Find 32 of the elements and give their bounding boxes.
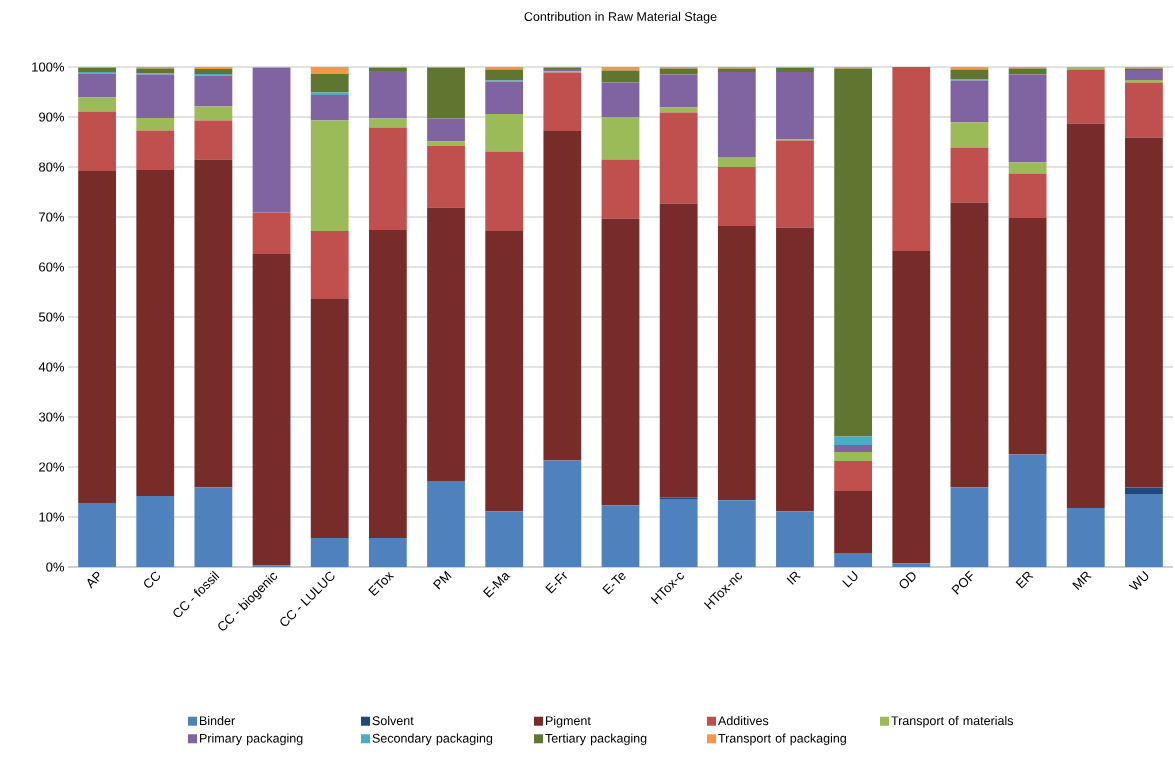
y-tick-label: 90% (39, 112, 65, 122)
legend-label: Transport of packaging (718, 733, 846, 746)
y-tick-label: 100% (32, 62, 65, 72)
x-tick-label: E-Te (602, 573, 626, 595)
x-tick-label: WU (1128, 570, 1149, 590)
y-tick-label: 0% (46, 562, 65, 572)
x-tick-label: PM (433, 570, 452, 590)
x-tick-label: OD (899, 572, 916, 589)
y-tick-label: 50% (38, 312, 65, 322)
y-tick-label: 10% (39, 512, 65, 522)
y-tick-label: 40% (38, 362, 65, 372)
legend-label: Primary packaging (200, 733, 303, 746)
x-tick-label: ER (1015, 571, 1034, 589)
legend-label: Binder (200, 715, 235, 726)
x-tick-label: E-Fr (545, 571, 568, 594)
legend-label: Tertiary packaging (545, 733, 647, 746)
legend-label: Secondary packaging (372, 733, 493, 746)
y-tick-label: 70% (39, 212, 65, 222)
x-tick-label: AP (87, 571, 100, 589)
chart-title: Contribution in Raw Material Stage (524, 11, 717, 24)
y-tick-label: 30% (38, 412, 65, 422)
y-tick-label: 80% (39, 162, 65, 172)
y-tick-label: 60% (39, 262, 65, 272)
x-tick-label: LU (842, 570, 858, 588)
legend-label: Transport of materials (891, 715, 1014, 728)
legend-label: Pigment (546, 715, 591, 728)
x-tick-label: IR (786, 571, 801, 585)
legend-label: Solvent (372, 715, 414, 726)
legend-label: Additives (718, 715, 769, 726)
x-tick-label: MR (1072, 571, 1092, 590)
x-tick-label: CC (144, 571, 160, 588)
y-tick-label: 20% (39, 462, 65, 472)
